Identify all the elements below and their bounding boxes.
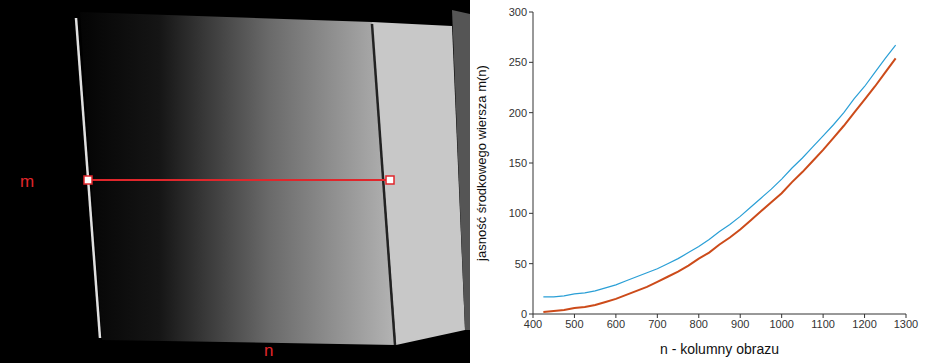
svg-text:jasność środkowego wiersza m(n: jasność środkowego wiersza m(n): [474, 65, 489, 262]
svg-text:1100: 1100: [811, 318, 835, 330]
svg-text:700: 700: [648, 318, 666, 330]
svg-text:0: 0: [521, 308, 527, 320]
svg-text:250: 250: [509, 56, 527, 68]
svg-text:n - kolumny obrazu: n - kolumny obrazu: [660, 341, 779, 357]
svg-text:1000: 1000: [769, 318, 793, 330]
svg-text:m: m: [20, 172, 34, 191]
svg-text:400: 400: [523, 317, 543, 330]
svg-text:50: 50: [515, 258, 527, 270]
svg-text:n: n: [264, 341, 273, 360]
svg-text:600: 600: [607, 318, 625, 330]
svg-text:500: 500: [565, 318, 583, 330]
svg-text:1200: 1200: [852, 318, 876, 330]
svg-text:150: 150: [509, 157, 527, 169]
svg-text:200: 200: [509, 107, 527, 119]
svg-text:300: 300: [509, 6, 527, 18]
svg-text:800: 800: [690, 318, 708, 330]
svg-text:1300: 1300: [894, 318, 918, 330]
svg-text:900: 900: [731, 318, 749, 330]
svg-text:100: 100: [509, 207, 527, 219]
